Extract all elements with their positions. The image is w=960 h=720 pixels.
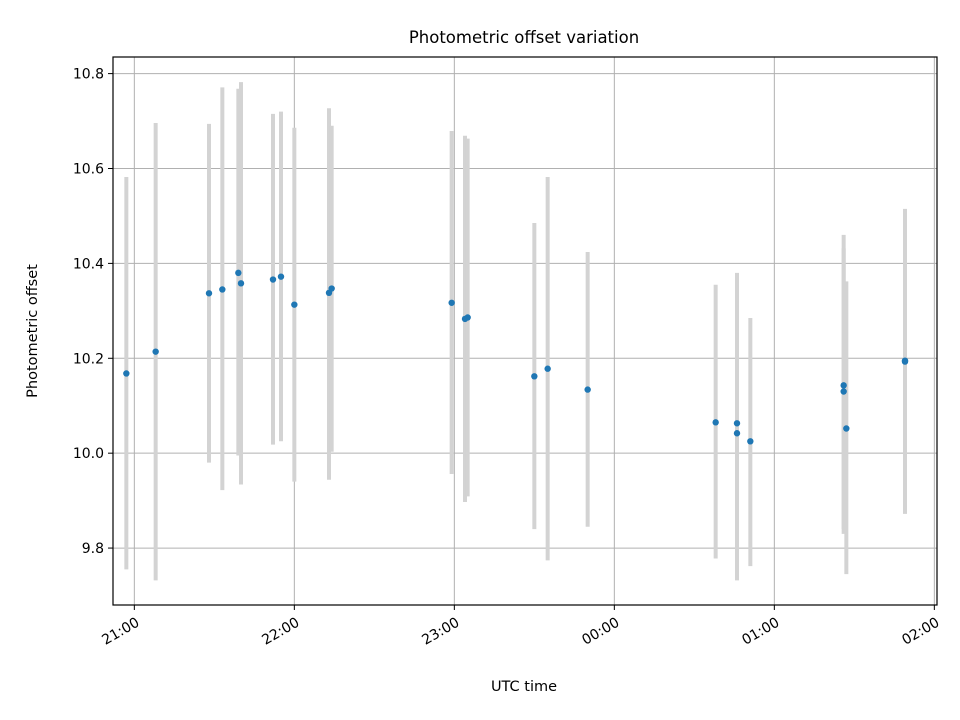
x-axis-label: UTC time (491, 679, 557, 695)
data-point (544, 365, 551, 372)
data-point (733, 420, 741, 427)
data-point (205, 290, 213, 297)
data-points (123, 269, 909, 445)
data-point (235, 269, 242, 277)
y-tick-label: 10.8 (73, 67, 104, 83)
data-point (269, 276, 277, 283)
data-point (531, 373, 538, 380)
y-tick-label: 10.0 (73, 446, 104, 462)
data-point (584, 386, 591, 393)
data-point (733, 430, 741, 437)
data-point (840, 382, 847, 389)
y-tick-label: 10.2 (73, 351, 104, 367)
y-tick-label: 10.6 (73, 161, 104, 177)
y-tick-label: 9.8 (82, 541, 104, 557)
y-axis-label: Photometric offset (25, 264, 41, 398)
data-point (277, 273, 285, 280)
data-point (448, 299, 455, 306)
data-point (291, 301, 298, 308)
data-point (219, 286, 226, 293)
data-point (901, 358, 909, 365)
data-point (712, 419, 719, 426)
data-point (840, 388, 847, 395)
y-axis: 9.8 10.0 10.2 10.4 10.6 10.8 (73, 67, 113, 557)
y-tick-label: 10.4 (73, 256, 104, 272)
data-point (328, 285, 335, 292)
data-point (464, 314, 471, 321)
data-point (152, 348, 159, 355)
plot-frame (112, 56, 938, 606)
data-point (747, 438, 754, 445)
data-point (843, 425, 850, 432)
data-point (123, 370, 130, 377)
chart-title: Photometric offset variation (409, 28, 639, 47)
data-point (237, 280, 245, 287)
grid (113, 57, 937, 605)
